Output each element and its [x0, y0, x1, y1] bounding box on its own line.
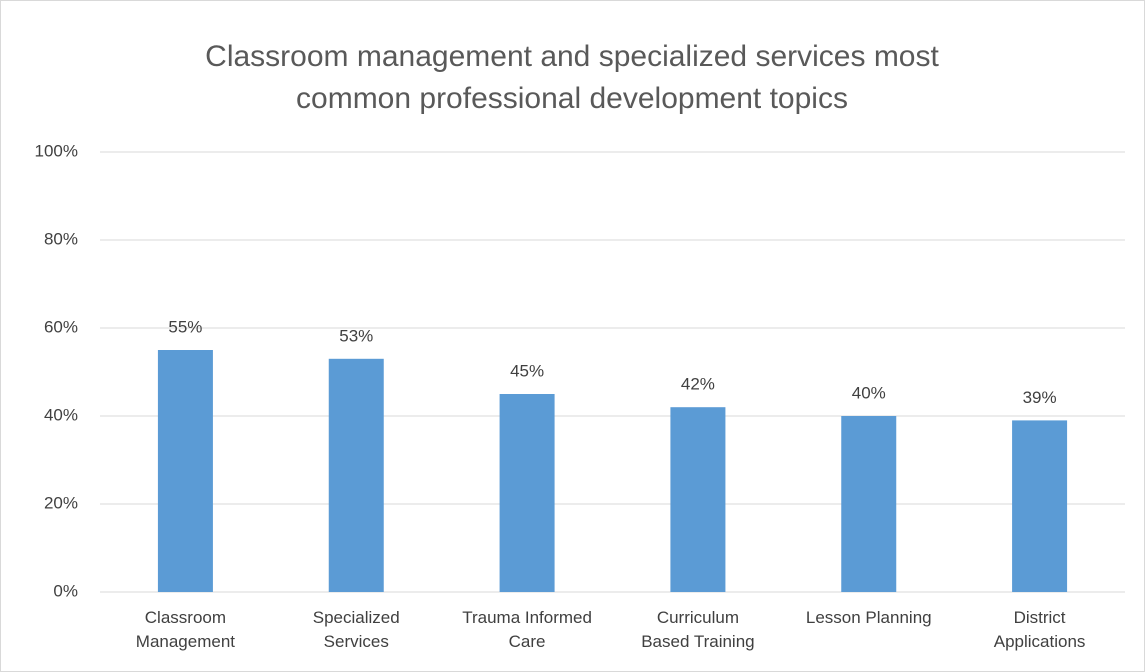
y-tick-label: 60% — [44, 317, 78, 336]
bar — [670, 407, 726, 592]
x-tick-label: Trauma Informed Care — [462, 608, 592, 651]
bar — [1012, 420, 1068, 592]
data-label: 55% — [168, 317, 202, 336]
x-tick-label: Curriculum Based Training — [641, 608, 755, 651]
y-tick-label: 20% — [44, 493, 78, 512]
data-label: 53% — [339, 326, 373, 345]
data-label: 39% — [1023, 388, 1057, 407]
bar — [157, 350, 213, 592]
data-label: 42% — [681, 375, 715, 394]
x-tick-label: Lesson Planning — [805, 608, 932, 627]
bar — [499, 394, 555, 592]
y-tick-label: 40% — [44, 405, 78, 424]
bar — [328, 358, 384, 592]
x-tick-label: Classroom Management — [135, 608, 236, 651]
data-label: 45% — [510, 361, 544, 380]
data-label: 40% — [852, 383, 886, 402]
bar — [841, 416, 897, 592]
x-tick-label: Specialized Services — [312, 608, 400, 651]
y-tick-label: 0% — [53, 581, 78, 600]
y-tick-label: 80% — [44, 229, 78, 248]
chart-title: Classroom management and specialized ser… — [205, 40, 939, 115]
y-tick-label: 100% — [35, 141, 78, 160]
x-tick-label: District Applications — [993, 608, 1086, 651]
